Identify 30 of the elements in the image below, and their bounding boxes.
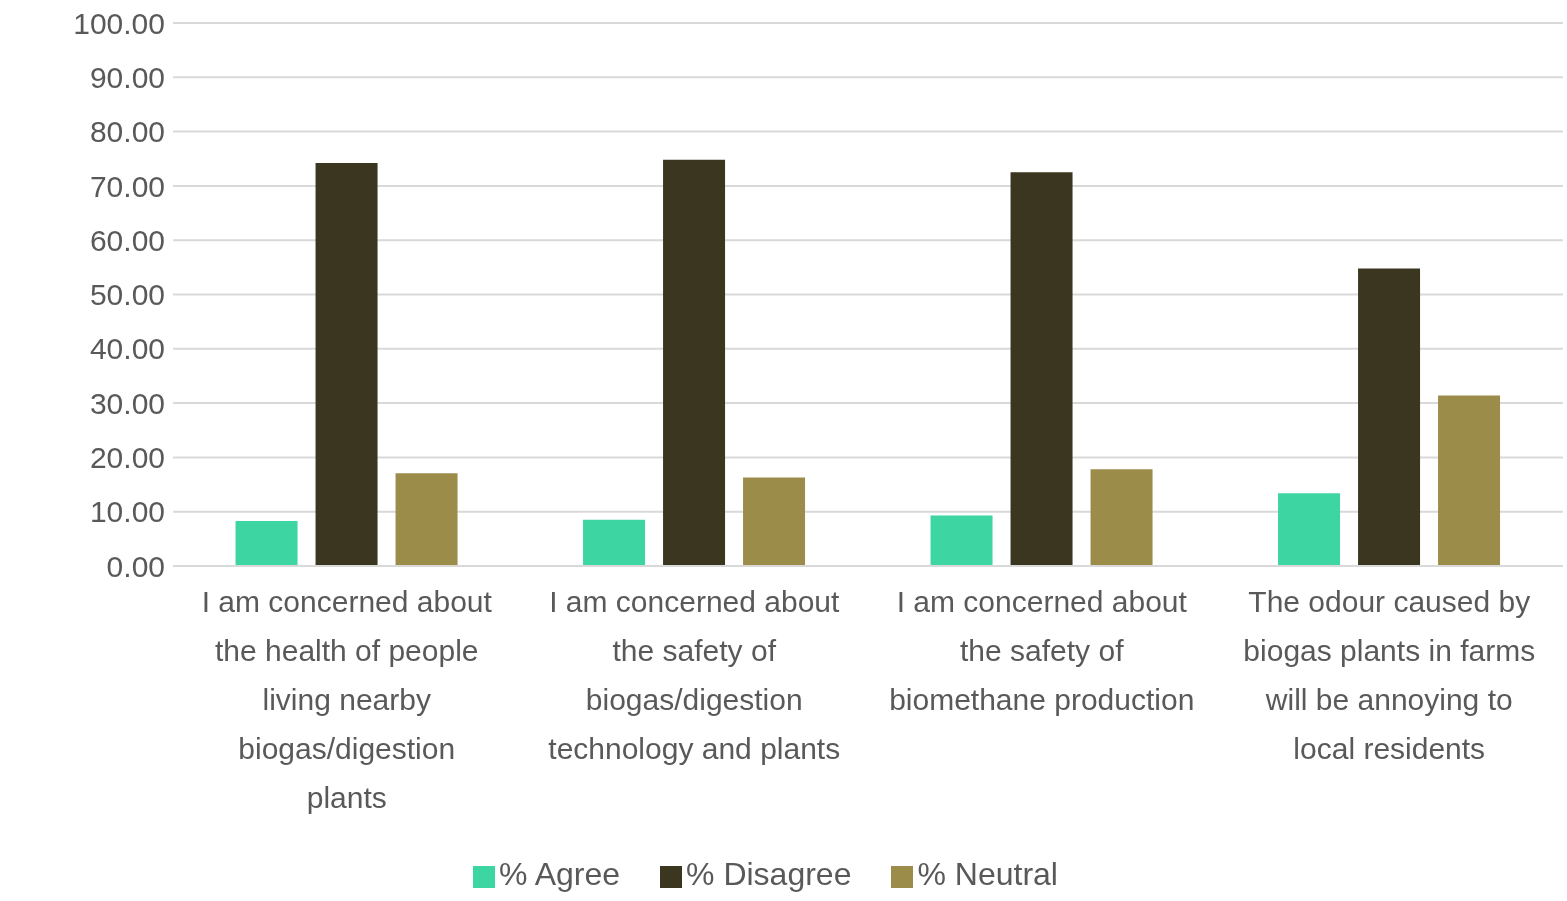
bar <box>235 520 298 566</box>
y-tick-label: 0.00 <box>106 549 165 583</box>
bar <box>743 477 806 566</box>
y-tick-label: 100.00 <box>73 6 165 40</box>
bar <box>663 159 726 566</box>
y-tick-label: 50.00 <box>89 278 165 312</box>
legend-label: % Agree <box>499 856 621 892</box>
y-tick-label: 20.00 <box>89 441 165 475</box>
y-tick-label: 40.00 <box>89 332 165 366</box>
x-tick-label: I am concerned about the safety of biogas/digestion technology and plants <box>548 585 841 765</box>
y-tick-label: 10.00 <box>89 495 165 529</box>
x-tick-label: I am concerned about the health of people living nearby biogas/digestion plants <box>201 585 493 814</box>
legend-label: % Neutral <box>917 856 1058 892</box>
bar <box>1358 268 1421 566</box>
y-tick-label: 30.00 <box>89 386 165 420</box>
x-tick-label: The odour caused by biogas plants in farms will be annoying to local residents <box>1243 585 1536 765</box>
y-tick-label: 70.00 <box>89 169 165 203</box>
bar <box>583 519 646 566</box>
bar <box>1278 493 1341 566</box>
y-tick-label: 80.00 <box>89 115 165 149</box>
y-tick-label: 90.00 <box>89 60 165 94</box>
x-tick-label: I am concerned about the safety of biomethane production <box>889 585 1195 716</box>
legend-label: % Disagree <box>686 856 852 892</box>
bar <box>315 163 378 566</box>
bar <box>1090 469 1153 566</box>
bar <box>1010 172 1073 566</box>
bar <box>930 515 993 566</box>
bar <box>395 473 458 566</box>
y-tick-label: 60.00 <box>89 223 165 257</box>
bar <box>1438 395 1501 566</box>
